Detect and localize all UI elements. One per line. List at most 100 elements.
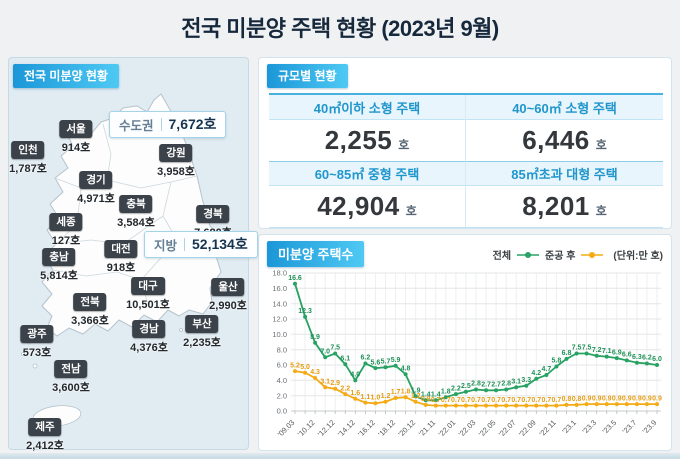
- svg-text:6.0: 6.0: [277, 361, 287, 370]
- map-region-gyeongnam: 경남 4,376호: [130, 320, 168, 355]
- svg-text:6.6: 6.6: [622, 352, 632, 359]
- svg-text:2.0: 2.0: [277, 391, 287, 400]
- size-cell-number: 8,201: [522, 191, 590, 221]
- region-name-badge: 경북: [196, 205, 230, 223]
- callout-provincial-region: 지방 52,134호: [144, 231, 258, 258]
- svg-text:0.7: 0.7: [431, 397, 441, 404]
- region-value: 2,412호: [26, 440, 64, 452]
- svg-text:6.3: 6.3: [632, 354, 642, 361]
- size-cell-number: 2,255: [324, 125, 393, 155]
- map-region-jeonbuk: 전북 3,366호: [71, 293, 109, 328]
- svg-text:0.9: 0.9: [602, 395, 612, 402]
- svg-text:'16.12: '16.12: [356, 418, 377, 439]
- callout-label: 수도권: [119, 118, 154, 133]
- page-title: 전국 미분양 주택 현황 (2023년 9월): [181, 16, 499, 41]
- svg-text:4.0: 4.0: [277, 376, 287, 385]
- svg-text:5.2: 5.2: [290, 362, 300, 369]
- map-region-ulsan: 울산 2,990호: [209, 278, 247, 313]
- svg-text:0.7: 0.7: [531, 397, 541, 404]
- svg-text:16.0: 16.0: [272, 284, 287, 293]
- callout-value: 52,134호: [192, 236, 248, 252]
- svg-text:12.0: 12.0: [272, 315, 287, 324]
- svg-text:3.3: 3.3: [521, 377, 531, 384]
- region-value: 918호: [106, 262, 136, 274]
- svg-text:4.2: 4.2: [531, 370, 541, 377]
- size-cell-value: 8,201 호: [466, 186, 663, 227]
- size-cell-label: 40~60㎡ 소형 주택: [466, 95, 663, 120]
- svg-text:'21.11: '21.11: [417, 418, 437, 438]
- svg-text:4.8: 4.8: [401, 365, 411, 372]
- chart-unit-note: (단위:만 호): [613, 251, 663, 262]
- chart-panel-header: 미분양 주택수: [267, 241, 365, 267]
- map-region-chungnam: 충남 5,814호: [40, 248, 78, 283]
- region-value: 4,971호: [77, 193, 115, 205]
- svg-text:'20.12: '20.12: [396, 418, 417, 439]
- svg-text:2.7: 2.7: [481, 382, 491, 389]
- size-cell-label: 85㎡초과 대형 주택: [466, 161, 663, 186]
- svg-text:0.8: 0.8: [562, 396, 572, 403]
- size-cell-label: 40㎡이하 소형 주택: [269, 95, 466, 120]
- svg-text:8.0: 8.0: [277, 345, 287, 354]
- region-name-badge: 광주: [20, 325, 54, 343]
- svg-text:3.1: 3.1: [320, 378, 330, 385]
- svg-text:'23.3: '23.3: [580, 418, 598, 436]
- size-cell-unit: 호: [595, 204, 607, 218]
- svg-text:2.9: 2.9: [330, 380, 340, 387]
- region-name-badge: 경남: [132, 320, 166, 338]
- chart-legend: 전체 준공 후 (단위:만 호): [493, 247, 663, 262]
- svg-text:'22.03: '22.03: [457, 418, 478, 439]
- svg-text:1.7: 1.7: [391, 389, 401, 396]
- svg-text:1.9: 1.9: [411, 388, 421, 395]
- svg-text:4.3: 4.3: [310, 369, 320, 376]
- region-name-badge: 울산: [211, 278, 245, 296]
- size-panel: 규모별 현황 40㎡이하 소형 주택 40~60㎡ 소형 주택 2,255 호 …: [258, 57, 672, 229]
- region-value: 573호: [22, 347, 52, 359]
- svg-text:4.0: 4.0: [350, 372, 360, 379]
- map-panel: 전국 미분양 현황 수도권 7,672호 지방 52,134호: [8, 57, 258, 452]
- svg-text:0.9: 0.9: [612, 395, 622, 402]
- svg-text:0.7: 0.7: [521, 397, 531, 404]
- svg-text:'14.12: '14.12: [336, 418, 357, 439]
- svg-text:2.2: 2.2: [451, 385, 461, 392]
- size-cell-unit: 호: [405, 204, 417, 218]
- svg-text:0.9: 0.9: [652, 395, 662, 402]
- callout-label: 지방: [154, 238, 178, 253]
- size-panel-header: 규모별 현황: [267, 64, 348, 88]
- svg-text:18.0: 18.0: [272, 269, 287, 278]
- svg-text:12.3: 12.3: [298, 308, 312, 315]
- svg-text:5.7: 5.7: [381, 359, 391, 366]
- legend-label-completed: 준공 후: [545, 251, 576, 262]
- size-cell-value: 42,904 호: [269, 186, 466, 227]
- legend-label-total: 전체: [492, 251, 512, 262]
- region-value: 914호: [61, 142, 91, 154]
- svg-text:8.9: 8.9: [310, 334, 320, 341]
- svg-text:0.7: 0.7: [471, 397, 481, 404]
- map-region-chungbuk: 충북 3,584호: [117, 195, 155, 230]
- map-region-daegu: 대구 10,501호: [126, 277, 170, 312]
- svg-text:0.0: 0.0: [277, 407, 287, 416]
- svg-text:0.7: 0.7: [542, 397, 552, 404]
- svg-text:'23.5: '23.5: [601, 418, 619, 436]
- region-name-badge: 제주: [28, 418, 62, 436]
- svg-text:5.9: 5.9: [391, 357, 401, 364]
- chart-panel: 미분양 주택수 전체 준공 후 (단위:만 호) 0.0 2.0 4.0 6.0 8.0…: [258, 234, 672, 451]
- size-cell-unit: 호: [398, 138, 410, 152]
- svg-text:0.9: 0.9: [582, 395, 592, 402]
- svg-text:'23.7: '23.7: [621, 418, 639, 436]
- region-name-badge: 대전: [104, 240, 138, 258]
- svg-text:'09.03: '09.03: [276, 418, 297, 439]
- svg-text:1.2: 1.2: [411, 393, 421, 400]
- size-cell-number: 42,904: [317, 191, 400, 221]
- size-cell-value: 2,255 호: [269, 120, 466, 161]
- size-table: 40㎡이하 소형 주택 40~60㎡ 소형 주택 2,255 호 6,446 호…: [269, 93, 663, 228]
- size-cell-value: 6,446 호: [466, 120, 663, 161]
- svg-text:0.9: 0.9: [622, 395, 632, 402]
- bottom-strip: [0, 453, 680, 459]
- svg-text:0.7: 0.7: [461, 397, 471, 404]
- svg-text:0.7: 0.7: [481, 397, 491, 404]
- svg-text:5.6: 5.6: [371, 359, 381, 366]
- region-name-badge: 충남: [42, 248, 76, 266]
- svg-text:'22.11: '22.11: [538, 418, 558, 438]
- svg-text:1.6: 1.6: [350, 390, 360, 397]
- size-cell-unit: 호: [595, 138, 607, 152]
